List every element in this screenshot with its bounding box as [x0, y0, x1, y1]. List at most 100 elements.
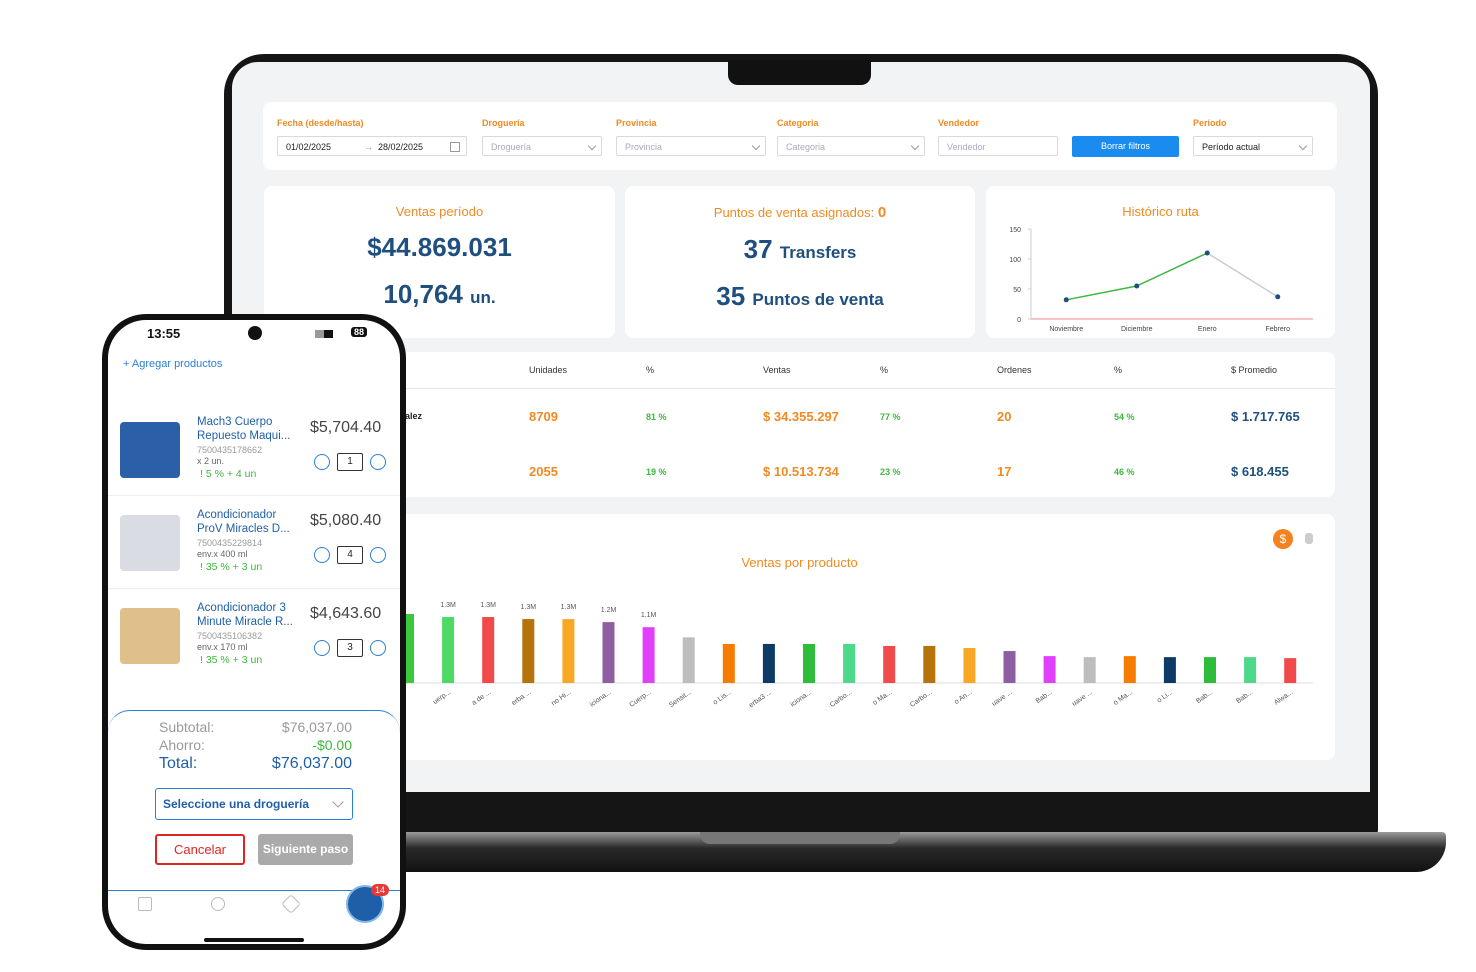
units-toggle[interactable] — [1305, 533, 1313, 544]
laptop-hinge — [700, 832, 900, 844]
cart-button[interactable] — [346, 885, 384, 923]
product-sku: 7500435178662 — [197, 445, 263, 455]
drogueria-select[interactable]: Seleccione una droguería — [155, 788, 353, 820]
bar — [1244, 657, 1257, 683]
nav-divider — [108, 890, 400, 891]
product-image — [120, 608, 180, 664]
product-price: $5,080.40 — [310, 512, 382, 529]
kpi-units: 10,764 — [383, 279, 463, 309]
product-pack: x 2 un. — [197, 456, 225, 466]
y-tick-label: 100 — [1009, 257, 1021, 264]
bar — [442, 617, 455, 683]
subtotal: $76,037.00 — [281, 719, 352, 735]
x-tick-label: Bab... — [1235, 689, 1254, 705]
qty-minus[interactable] — [314, 547, 330, 563]
table-cell: 8709 — [529, 409, 558, 424]
product-promo: ! 35 % + 3 un — [200, 654, 263, 666]
nav-add[interactable] — [211, 897, 225, 911]
battery: 88 — [351, 327, 368, 337]
qty-plus[interactable] — [370, 547, 386, 563]
filter-label: Vendedor — [938, 118, 980, 128]
kpi-value: 35 — [716, 281, 746, 311]
filter-label: Provincia — [616, 118, 657, 128]
next-button[interactable]: Siguiente paso — [258, 834, 353, 865]
placeholder: Vendedor — [947, 142, 986, 152]
select[interactable]: Categoria — [777, 136, 925, 156]
signal-wifi — [315, 330, 333, 338]
value-label: 1.1M — [641, 612, 657, 619]
select[interactable]: Droguería — [482, 136, 602, 156]
filter-label: Fecha (desde/hasta) — [277, 118, 364, 128]
add-products[interactable]: + Agregar productos — [123, 358, 223, 370]
value-label: 1.3M — [480, 602, 496, 609]
point — [1134, 283, 1140, 289]
date-range[interactable]: 01/02/2025 → 28/02/2025 — [277, 136, 467, 156]
product-promo: ! 5 % + 4 un — [200, 468, 257, 480]
cancel-button[interactable]: Cancelar — [155, 834, 245, 865]
x-tick-label: o Lis... — [712, 689, 733, 707]
select[interactable]: Período actual — [1193, 136, 1313, 156]
product-name: Mach3 Cuerpo — [197, 416, 273, 428]
bar — [722, 643, 735, 683]
placeholder: Droguería — [491, 142, 532, 152]
kpi-card: Puntos de venta asignados: 0 37 Transfer… — [625, 186, 975, 338]
value: Período actual — [1202, 142, 1261, 152]
table-header: $ Promedio — [1231, 365, 1278, 375]
x-tick-label: Febrero — [1265, 326, 1290, 333]
kpi-card: Histórico ruta — [986, 186, 1335, 338]
product-name: Repuesto Maqui... — [197, 430, 291, 442]
product-name: ProV Miracles D... — [197, 523, 290, 535]
qty-plus[interactable] — [370, 640, 386, 656]
cart-badge: 14 — [371, 884, 390, 896]
product-price: $5,704.40 — [310, 419, 382, 436]
value-label: 1.3M — [561, 604, 577, 611]
x-tick-label: Carbo... — [829, 689, 853, 709]
bar — [1123, 656, 1136, 683]
table-cell: $ 618.455 — [1231, 464, 1289, 479]
row-name: alez — [405, 411, 423, 421]
total: $76,037.00 — [271, 755, 352, 772]
x-tick-label: iciona... — [589, 689, 613, 709]
table-cell: 54 % — [1114, 412, 1135, 422]
table-cell: 20 — [997, 409, 1012, 424]
placeholder: Provincia — [625, 142, 663, 152]
table-cell: 2055 — [529, 464, 558, 479]
kpi-title: Puntos de venta asignados: — [713, 205, 875, 220]
value-label: 1.3M — [440, 602, 456, 609]
qty-plus[interactable] — [370, 454, 386, 470]
qty-minus[interactable] — [314, 454, 330, 470]
chart-title: Ventas por producto — [741, 555, 858, 570]
kpi-value: 37 — [743, 234, 773, 264]
x-tick-label: Cuerp... — [628, 689, 652, 709]
point — [1063, 297, 1069, 303]
table-header: Ventas — [763, 365, 791, 375]
summary-panel — [108, 710, 400, 901]
table-header: Ordenes — [997, 365, 1032, 375]
point — [1275, 294, 1281, 300]
x-tick-label: o Ma... — [872, 689, 894, 707]
currency-toggle[interactable]: $ — [1273, 529, 1293, 549]
kpi-row: 35 Puntos de venta — [625, 281, 975, 312]
product-image — [120, 515, 180, 571]
input[interactable]: Vendedor — [938, 136, 1058, 156]
bar — [1003, 651, 1016, 683]
x-tick-label: erba3 ... — [748, 689, 773, 709]
filter-label: Droguería — [482, 118, 525, 128]
camera — [248, 326, 262, 340]
x-tick-label: Alwa... — [1273, 689, 1294, 707]
x-tick-label: uave ... — [1071, 689, 1094, 708]
x-tick-label: Enero — [1198, 326, 1217, 333]
table-cell: 17 — [997, 464, 1012, 479]
product-pack: env.x 400 ml — [197, 549, 248, 559]
filter-label: Período — [1193, 118, 1227, 128]
x-tick-label: o Ma... — [1112, 689, 1134, 707]
select[interactable]: Provincia — [616, 136, 766, 156]
phone-screen: 13:55 88 + Agregar productos Mach3 Cuerp… — [108, 320, 400, 944]
qty-minus[interactable] — [314, 640, 330, 656]
x-tick-label: Noviembre — [1049, 326, 1083, 333]
clear-button[interactable]: Borrar filtros — [1072, 136, 1179, 157]
x-tick-label: Sensit... — [668, 689, 693, 709]
kpi-title-row: Puntos de venta asignados: 0 — [625, 204, 975, 221]
nav-home[interactable] — [138, 897, 152, 911]
